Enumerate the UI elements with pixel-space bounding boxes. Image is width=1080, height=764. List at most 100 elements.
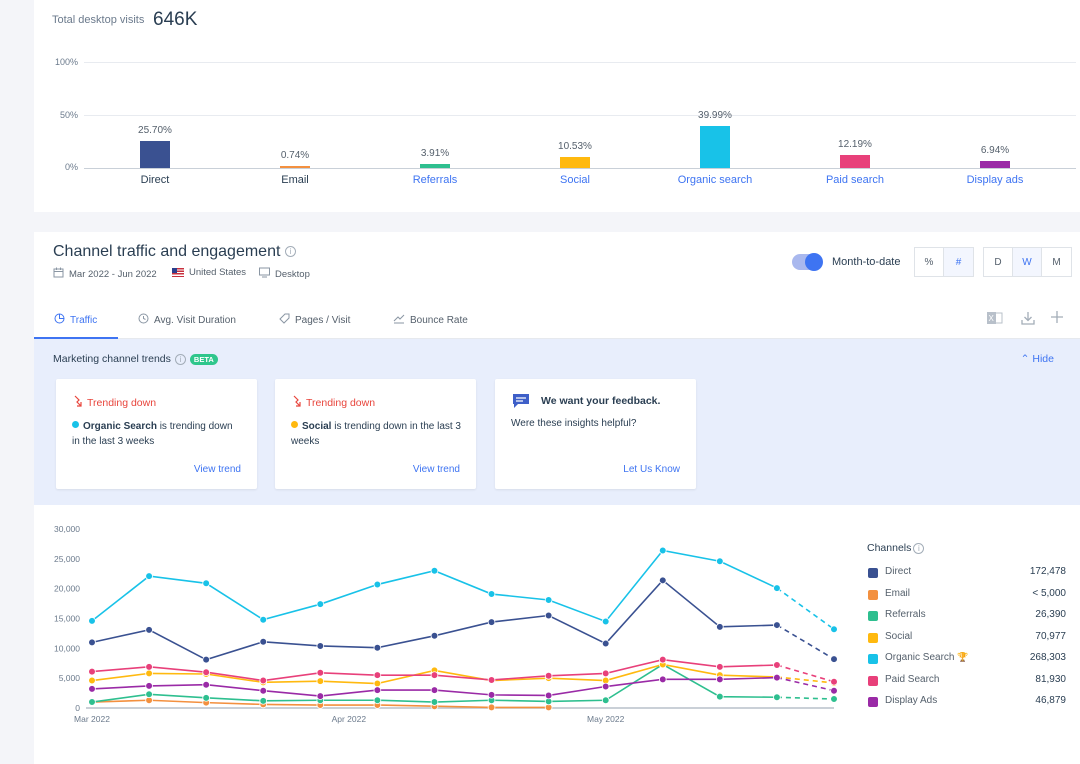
monthly-button[interactable]: M xyxy=(1052,256,1061,268)
device-selector[interactable]: Desktop xyxy=(259,267,310,281)
data-point[interactable] xyxy=(259,686,268,695)
tab-avg-visit-duration[interactable]: Avg. Visit Duration xyxy=(138,313,236,327)
number-button[interactable]: # xyxy=(944,248,973,276)
data-point[interactable] xyxy=(202,579,210,588)
channel-name-link[interactable]: Display ads xyxy=(966,174,1024,186)
share-bar[interactable] xyxy=(140,140,170,168)
data-point[interactable] xyxy=(544,691,553,700)
data-point[interactable] xyxy=(259,697,268,705)
data-point[interactable] xyxy=(88,617,96,625)
data-point[interactable] xyxy=(88,676,96,685)
data-point[interactable] xyxy=(544,671,553,680)
excel-export-icon[interactable]: X xyxy=(986,310,1004,329)
data-point[interactable] xyxy=(259,676,268,685)
data-point[interactable] xyxy=(601,682,610,691)
data-point[interactable] xyxy=(316,677,325,685)
share-bar[interactable] xyxy=(700,125,730,168)
legend-item[interactable]: Organic Search 🏆 268,303 xyxy=(868,652,1066,666)
data-point[interactable] xyxy=(145,690,153,699)
data-point[interactable] xyxy=(259,637,268,646)
tab-bounce-rate[interactable]: Bounce Rate xyxy=(393,313,468,327)
percent-button[interactable]: % xyxy=(915,248,944,276)
view-trend-link[interactable]: View trend xyxy=(193,464,241,475)
data-point[interactable] xyxy=(773,673,781,682)
data-point[interactable] xyxy=(716,623,724,631)
channel-name-link[interactable]: Referrals xyxy=(412,174,458,186)
add-icon[interactable] xyxy=(1050,310,1064,327)
data-point[interactable] xyxy=(373,671,382,679)
data-point[interactable] xyxy=(544,596,553,604)
share-bar[interactable] xyxy=(560,156,590,168)
legend-item[interactable]: Email < 5,000 xyxy=(868,588,1066,602)
checkbox-icon[interactable] xyxy=(868,632,878,643)
data-point[interactable] xyxy=(88,638,96,647)
data-point[interactable] xyxy=(430,632,439,640)
data-point[interactable] xyxy=(487,618,496,626)
data-point[interactable] xyxy=(373,580,382,589)
data-point[interactable] xyxy=(830,625,838,634)
data-point[interactable] xyxy=(716,692,724,701)
let-us-know-link[interactable]: Let Us Know xyxy=(623,464,680,475)
data-point[interactable] xyxy=(658,655,667,664)
checkbox-icon[interactable] xyxy=(868,654,878,664)
data-point[interactable] xyxy=(487,691,496,699)
data-point[interactable] xyxy=(202,668,210,677)
daily-button[interactable]: D xyxy=(984,248,1013,276)
data-point[interactable] xyxy=(316,692,325,700)
share-bar[interactable] xyxy=(840,155,870,168)
data-point[interactable] xyxy=(830,677,838,686)
data-point[interactable] xyxy=(658,576,667,585)
channel-name-link[interactable]: Social xyxy=(560,174,590,186)
data-point[interactable] xyxy=(316,668,325,677)
data-point[interactable] xyxy=(773,584,781,592)
data-point[interactable] xyxy=(601,639,610,648)
data-point[interactable] xyxy=(202,655,210,664)
data-point[interactable] xyxy=(145,663,153,671)
view-trend-link[interactable]: View trend xyxy=(412,464,460,475)
data-point[interactable] xyxy=(145,682,153,690)
channel-name-link[interactable]: Paid search xyxy=(825,174,885,186)
data-point[interactable] xyxy=(373,643,382,652)
data-point[interactable] xyxy=(773,661,781,669)
data-point[interactable] xyxy=(830,695,838,703)
data-point[interactable] xyxy=(373,686,382,694)
weekly-button[interactable]: W xyxy=(1013,248,1042,276)
data-point[interactable] xyxy=(202,694,210,702)
data-point[interactable] xyxy=(601,669,610,678)
data-point[interactable] xyxy=(658,546,667,555)
legend-item[interactable]: Direct 172,478 xyxy=(868,566,1066,580)
legend-item[interactable]: Display Ads 46,879 xyxy=(868,695,1066,709)
data-point[interactable] xyxy=(88,685,96,693)
download-icon[interactable] xyxy=(1020,310,1036,329)
share-bar[interactable] xyxy=(420,163,450,168)
data-point[interactable] xyxy=(716,675,724,684)
info-icon[interactable]: i xyxy=(284,246,296,258)
month-to-date-toggle[interactable] xyxy=(792,253,823,271)
data-point[interactable] xyxy=(487,590,496,598)
date-range[interactable]: Mar 2022 - Jun 2022 xyxy=(53,267,157,281)
data-point[interactable] xyxy=(487,703,496,712)
data-point[interactable] xyxy=(601,696,610,705)
data-point[interactable] xyxy=(145,626,153,634)
legend-item[interactable]: Social 70,977 xyxy=(868,631,1066,645)
tab-pages-per-visit[interactable]: Pages / Visit xyxy=(279,313,350,327)
checkbox-icon[interactable] xyxy=(868,611,878,621)
data-point[interactable] xyxy=(716,663,724,671)
data-point[interactable] xyxy=(544,611,553,620)
data-point[interactable] xyxy=(259,615,268,624)
data-point[interactable] xyxy=(316,642,325,650)
info-icon[interactable]: i xyxy=(913,542,925,554)
legend-item[interactable]: Referrals 26,390 xyxy=(868,609,1066,623)
data-point[interactable] xyxy=(430,671,439,679)
data-point[interactable] xyxy=(430,698,439,706)
data-point[interactable] xyxy=(430,566,439,575)
info-icon[interactable]: i xyxy=(174,353,186,365)
data-point[interactable] xyxy=(145,572,153,580)
data-point[interactable] xyxy=(202,680,210,689)
data-point[interactable] xyxy=(716,557,724,566)
data-point[interactable] xyxy=(601,617,610,626)
data-point[interactable] xyxy=(773,693,781,702)
data-point[interactable] xyxy=(430,686,439,694)
data-point[interactable] xyxy=(373,679,382,688)
data-point[interactable] xyxy=(316,600,325,608)
